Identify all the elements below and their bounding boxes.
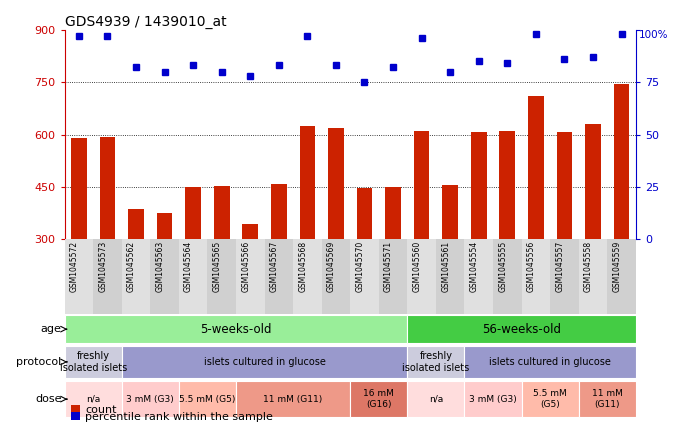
Text: 100%: 100% (639, 30, 668, 40)
Bar (207, 239, 236, 314)
Text: 56-weeks-old: 56-weeks-old (482, 323, 561, 335)
Bar (299, 126, 316, 239)
Text: GSM1045573: GSM1045573 (99, 241, 107, 292)
Text: GSM1045571: GSM1045571 (384, 241, 393, 292)
Text: GSM1045555: GSM1045555 (498, 241, 507, 292)
Text: 11 mM
(G11): 11 mM (G11) (592, 390, 623, 409)
Bar (499, 131, 515, 239)
Bar (185, 187, 201, 239)
Bar (242, 224, 258, 239)
Text: islets cultured in glucose: islets cultured in glucose (489, 357, 611, 367)
Bar (179, 381, 236, 417)
Bar (550, 239, 579, 314)
Bar (522, 381, 579, 417)
Bar (407, 315, 636, 343)
Bar (65, 315, 407, 343)
Bar (350, 381, 407, 417)
Bar (528, 96, 544, 239)
Text: GSM1045563: GSM1045563 (156, 241, 165, 292)
Bar (265, 239, 293, 314)
Text: GDS4939 / 1439010_at: GDS4939 / 1439010_at (65, 14, 226, 29)
Text: GSM1045558: GSM1045558 (584, 241, 593, 292)
Text: GSM1045572: GSM1045572 (70, 241, 79, 292)
Bar (65, 381, 122, 417)
Bar (407, 346, 464, 378)
Bar (607, 239, 636, 314)
Text: GSM1045569: GSM1045569 (327, 241, 336, 292)
Bar (99, 137, 116, 239)
Bar (436, 239, 464, 314)
Bar (464, 239, 493, 314)
Bar (442, 185, 458, 239)
Text: count: count (85, 405, 116, 415)
Text: 3 mM (G3): 3 mM (G3) (126, 395, 174, 404)
Text: age: age (41, 324, 62, 334)
Text: GSM1045564: GSM1045564 (184, 241, 193, 292)
Text: n/a: n/a (429, 395, 443, 404)
Bar (322, 239, 350, 314)
Bar (236, 381, 350, 417)
Text: GSM1045561: GSM1045561 (441, 241, 450, 292)
Bar (293, 239, 322, 314)
Bar (122, 239, 150, 314)
Text: n/a: n/a (86, 395, 100, 404)
Text: 5.5 mM (G5): 5.5 mM (G5) (180, 395, 235, 404)
Bar (556, 132, 573, 239)
Bar (413, 131, 430, 239)
Bar (579, 239, 607, 314)
Text: GSM1045562: GSM1045562 (127, 241, 136, 292)
Bar (522, 239, 550, 314)
Text: GSM1045568: GSM1045568 (299, 241, 307, 292)
Text: 11 mM (G11): 11 mM (G11) (263, 395, 323, 404)
Bar (122, 346, 407, 378)
Bar (93, 239, 122, 314)
Text: 5-weeks-old: 5-weeks-old (200, 323, 272, 335)
Text: 5.5 mM
(G5): 5.5 mM (G5) (533, 390, 567, 409)
Text: dose: dose (35, 394, 62, 404)
Text: GSM1045567: GSM1045567 (270, 241, 279, 292)
Bar (464, 346, 636, 378)
Text: freshly
isolated islets: freshly isolated islets (403, 351, 469, 373)
Text: 16 mM
(G16): 16 mM (G16) (363, 390, 394, 409)
Bar (214, 186, 230, 239)
Bar (356, 188, 373, 239)
Bar (71, 138, 87, 239)
Bar (579, 381, 636, 417)
Bar (471, 132, 487, 239)
Bar (493, 239, 522, 314)
Bar (65, 239, 93, 314)
Text: 3 mM (G3): 3 mM (G3) (469, 395, 517, 404)
Bar (385, 187, 401, 239)
Text: islets cultured in glucose: islets cultured in glucose (203, 357, 326, 367)
Text: GSM1045565: GSM1045565 (213, 241, 222, 292)
Bar (464, 381, 522, 417)
Text: GSM1045560: GSM1045560 (413, 241, 422, 292)
Bar (407, 381, 464, 417)
Bar (65, 346, 122, 378)
Text: GSM1045557: GSM1045557 (556, 241, 564, 292)
Bar (236, 239, 265, 314)
Bar (613, 84, 630, 239)
Bar (122, 381, 179, 417)
Text: freshly
isolated islets: freshly isolated islets (60, 351, 126, 373)
Bar (328, 128, 344, 239)
Text: GSM1045556: GSM1045556 (527, 241, 536, 292)
Bar (271, 184, 287, 239)
Text: protocol: protocol (16, 357, 62, 367)
Text: GSM1045559: GSM1045559 (613, 241, 622, 292)
Bar (150, 239, 179, 314)
Text: GSM1045566: GSM1045566 (241, 241, 250, 292)
Bar (156, 213, 173, 239)
Text: GSM1045554: GSM1045554 (470, 241, 479, 292)
Text: GSM1045570: GSM1045570 (356, 241, 364, 292)
Bar (350, 239, 379, 314)
Bar (128, 209, 144, 239)
Bar (407, 239, 436, 314)
Text: percentile rank within the sample: percentile rank within the sample (85, 412, 273, 422)
Bar (379, 239, 407, 314)
Bar (585, 124, 601, 239)
Bar (179, 239, 207, 314)
